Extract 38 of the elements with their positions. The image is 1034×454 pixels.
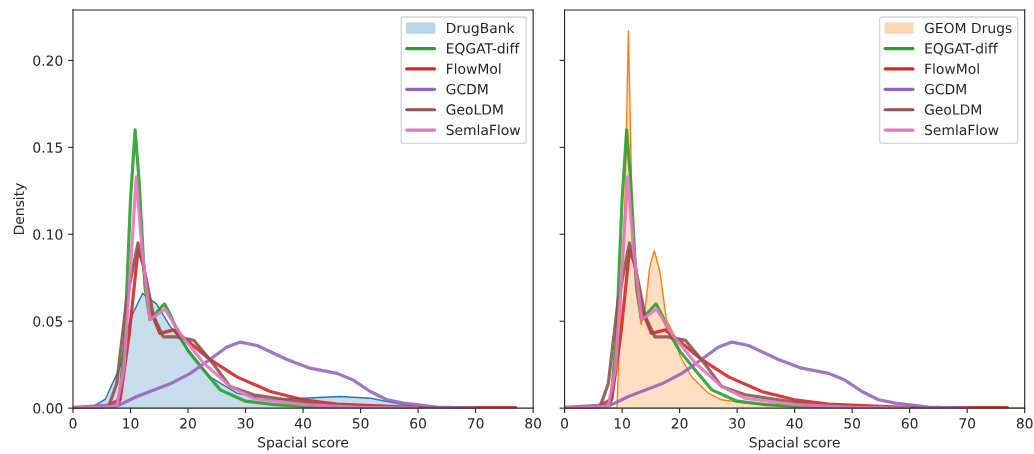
x-tick-label: 10 [123, 418, 139, 429]
y-tick-label: 0.00 [33, 403, 63, 414]
x-tick-label: 60 [410, 418, 427, 429]
legend-label: GeoLDM [446, 104, 503, 115]
y-axis-title: Density [13, 183, 27, 235]
x-tick-label: 70 [467, 418, 484, 429]
x-tick-label: 30 [237, 418, 254, 429]
x-tick-label: 10 [614, 418, 630, 429]
x-tick-label: 80 [525, 418, 542, 429]
legend-label: SemlaFlow [924, 124, 999, 136]
y-tick-label: 0.15 [33, 142, 63, 153]
x-tick-label: 30 [729, 418, 746, 429]
legend-label: GEOM Drugs [924, 22, 1012, 36]
x-tick-label: 50 [844, 418, 861, 429]
legend-label: EQGAT-diff [925, 42, 998, 56]
x-tick-label: 40 [786, 418, 803, 429]
legend-label: FlowMol [925, 63, 979, 75]
legend-label: EQGAT-diff [447, 42, 520, 56]
x-tick-label: 0 [561, 418, 569, 429]
x-tick-label: 60 [901, 418, 918, 429]
x-tick-label: 20 [671, 418, 688, 429]
x-axis-title: Spacial score [749, 436, 840, 451]
x-axis-title: Spacial score [258, 436, 349, 451]
y-tick-label: 0.20 [33, 55, 63, 66]
legend-label: FlowMol [447, 63, 501, 75]
x-tick-label: 70 [959, 418, 976, 429]
x-tick-label: 80 [1016, 418, 1033, 429]
y-tick-label: 0.05 [33, 316, 63, 327]
x-tick-label: 0 [69, 418, 77, 429]
legend-label: GCDM [924, 83, 966, 95]
x-tick-label: 50 [352, 418, 369, 429]
x-tick-label: 40 [294, 418, 311, 429]
x-tick-label: 20 [180, 418, 196, 429]
legend-label: GeoLDM [924, 104, 981, 115]
y-tick-label: 0.10 [33, 229, 63, 240]
legend-label: DrugBank [447, 22, 515, 36]
legend-label: SemlaFlow [446, 124, 521, 136]
legend-label: GCDM [446, 83, 488, 95]
